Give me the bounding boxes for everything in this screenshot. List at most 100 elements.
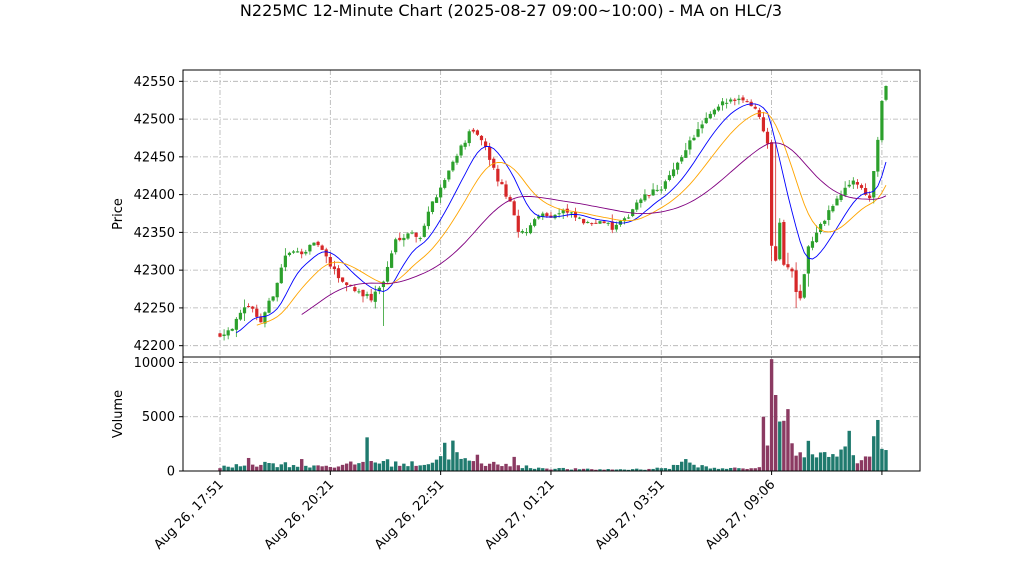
candle-body bbox=[439, 187, 443, 198]
ma-slow-line bbox=[301, 142, 887, 315]
volume-bar bbox=[541, 468, 545, 471]
candle-body bbox=[541, 213, 545, 218]
volume-bar bbox=[835, 456, 839, 471]
volume-bar bbox=[716, 468, 721, 471]
volume-bar bbox=[524, 465, 529, 471]
volume-bar bbox=[373, 462, 377, 471]
volume-bar bbox=[577, 469, 582, 471]
candle-body bbox=[418, 237, 422, 239]
volume-bar bbox=[741, 468, 745, 471]
volume-bar bbox=[463, 458, 467, 471]
volume-bar bbox=[876, 419, 880, 471]
volume-bar bbox=[814, 457, 819, 471]
volume-bar bbox=[479, 463, 484, 471]
volume-bar bbox=[553, 468, 557, 471]
volume-bar bbox=[344, 463, 349, 471]
volume-bar bbox=[300, 459, 304, 471]
candle-body bbox=[394, 239, 398, 253]
x-tick-label: Aug 27, 01:21 bbox=[482, 477, 558, 553]
candle-body bbox=[778, 222, 782, 260]
candle-body bbox=[835, 198, 839, 206]
candle-body bbox=[741, 97, 745, 101]
volume-bar bbox=[279, 464, 283, 471]
candle-body bbox=[606, 222, 610, 224]
volume-bar bbox=[794, 455, 798, 471]
volume-bar bbox=[818, 452, 823, 471]
volume-bar bbox=[434, 459, 439, 471]
candle-body bbox=[357, 291, 361, 293]
volume-bar bbox=[798, 452, 802, 471]
candle-body bbox=[406, 233, 410, 239]
candle-body bbox=[631, 209, 635, 217]
x-tick-label: Aug 27, 03:51 bbox=[593, 477, 669, 553]
volume-bar bbox=[712, 467, 717, 471]
volume-bar bbox=[222, 465, 226, 471]
chart-title: N225MC 12-Minute Chart (2025-08-27 09:00… bbox=[240, 1, 782, 20]
volume-bar bbox=[308, 467, 312, 471]
volume-bar bbox=[680, 461, 684, 471]
volume-bar bbox=[630, 469, 635, 471]
candle-body bbox=[296, 251, 300, 253]
volume-bar bbox=[271, 463, 275, 471]
volume-bar bbox=[647, 468, 651, 471]
volume-bar bbox=[667, 468, 672, 471]
volume-bars bbox=[218, 359, 888, 471]
candle-body bbox=[761, 117, 766, 132]
candle-body bbox=[251, 306, 255, 309]
candle-body bbox=[496, 168, 500, 182]
volume-bar bbox=[447, 459, 451, 471]
volume-bar bbox=[872, 436, 876, 471]
candle-body bbox=[688, 140, 692, 150]
volume-bar bbox=[810, 454, 815, 471]
volume-bar bbox=[880, 448, 884, 471]
candle-body bbox=[267, 300, 271, 313]
price-tick-label: 42500 bbox=[134, 113, 175, 128]
candle-body bbox=[782, 222, 786, 265]
candle-body bbox=[733, 99, 737, 101]
candle-body bbox=[729, 99, 733, 102]
candle-body bbox=[512, 201, 516, 216]
volume-bar bbox=[361, 461, 365, 471]
candle-body bbox=[471, 129, 475, 132]
candle-body bbox=[508, 197, 512, 202]
volume-bar bbox=[414, 465, 418, 471]
candle-body bbox=[316, 241, 320, 246]
volume-bar bbox=[581, 468, 586, 471]
candle-body bbox=[704, 117, 708, 124]
volume-bar bbox=[700, 465, 704, 471]
volume-bar bbox=[745, 468, 749, 471]
candle-body bbox=[238, 312, 243, 320]
candle-body bbox=[422, 225, 426, 237]
volume-bar bbox=[336, 466, 341, 471]
volume-bar bbox=[406, 466, 410, 471]
candle-body bbox=[504, 184, 508, 197]
candle-body bbox=[255, 308, 259, 317]
candle-body bbox=[655, 189, 659, 191]
candle-body bbox=[651, 189, 655, 196]
candle-body bbox=[324, 249, 328, 257]
volume-bar bbox=[259, 464, 263, 471]
volume-bar bbox=[720, 468, 725, 471]
volume-bar bbox=[823, 452, 827, 471]
candle-body bbox=[831, 206, 835, 212]
candle-body bbox=[884, 85, 888, 100]
volume-bar bbox=[827, 456, 831, 471]
volume-bar bbox=[475, 454, 480, 471]
candle-body bbox=[275, 282, 279, 298]
volume-bar bbox=[459, 458, 463, 471]
volume-bar bbox=[516, 465, 520, 471]
candle-body bbox=[455, 155, 459, 163]
price-panel-frame bbox=[182, 69, 921, 358]
candle-body bbox=[430, 201, 435, 212]
candle-body bbox=[234, 318, 238, 330]
volume-bar bbox=[496, 464, 500, 471]
volume-bar bbox=[455, 452, 459, 471]
candle-body bbox=[700, 124, 704, 129]
volume-bar bbox=[218, 468, 222, 471]
volume-bar bbox=[586, 468, 590, 471]
volume-bar bbox=[349, 461, 353, 471]
candle-body bbox=[308, 244, 312, 252]
candle-body bbox=[847, 184, 851, 187]
candle-body bbox=[569, 212, 573, 214]
